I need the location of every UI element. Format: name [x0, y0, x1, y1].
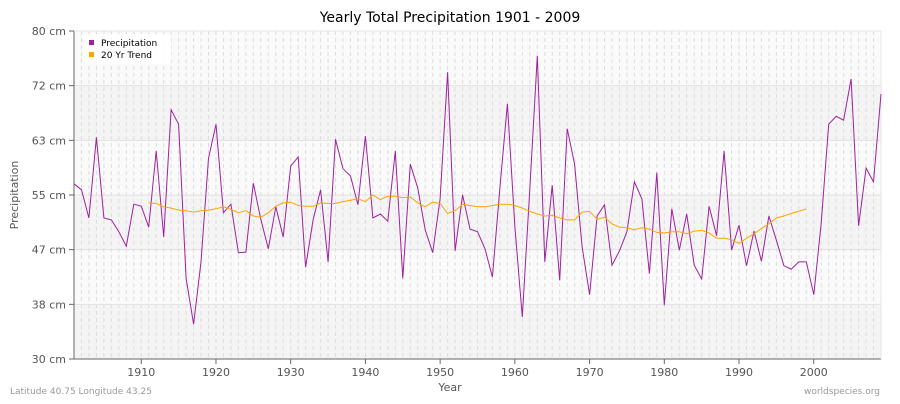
x-axis-label: Year — [437, 381, 462, 394]
y-tick-label: 63 cm — [32, 134, 66, 147]
y-tick-label: 55 cm — [32, 189, 66, 202]
legend: Precipitation 20 Yr Trend — [83, 34, 171, 64]
x-tick-label: 1920 — [202, 366, 230, 379]
legend-swatch-precipitation — [89, 40, 94, 45]
legend-swatch-trend — [89, 52, 94, 57]
x-tick-label: 1960 — [501, 366, 529, 379]
legend-label-trend: 20 Yr Trend — [101, 51, 152, 61]
y-tick-label: 80 cm — [32, 25, 66, 38]
y-tick-label: 72 cm — [32, 80, 66, 93]
y-tick-label: 47 cm — [32, 244, 66, 257]
x-tick-label: 1950 — [426, 366, 454, 379]
y-tick-label: 30 cm — [32, 353, 66, 366]
x-tick-label: 1990 — [725, 366, 753, 379]
precipitation-line — [73, 55, 882, 325]
location-caption: Latitude 40.75 Longitude 43.25 — [10, 387, 152, 397]
x-tick-label: 1910 — [127, 366, 155, 379]
source-caption: worldspecies.org — [804, 387, 880, 397]
x-tick-label: 1970 — [576, 366, 604, 379]
y-tick-label: 38 cm — [32, 298, 66, 311]
x-tick-label: 1980 — [650, 366, 678, 379]
chart-title: Yearly Total Precipitation 1901 - 2009 — [319, 10, 581, 26]
trend-line — [148, 194, 807, 245]
legend-label-precipitation: Precipitation — [101, 39, 157, 49]
x-tick-label: 1940 — [351, 366, 379, 379]
x-tick-label: 1930 — [277, 366, 305, 379]
x-tick-label: 2000 — [800, 366, 828, 379]
y-axis-label: Precipitation — [8, 161, 21, 230]
